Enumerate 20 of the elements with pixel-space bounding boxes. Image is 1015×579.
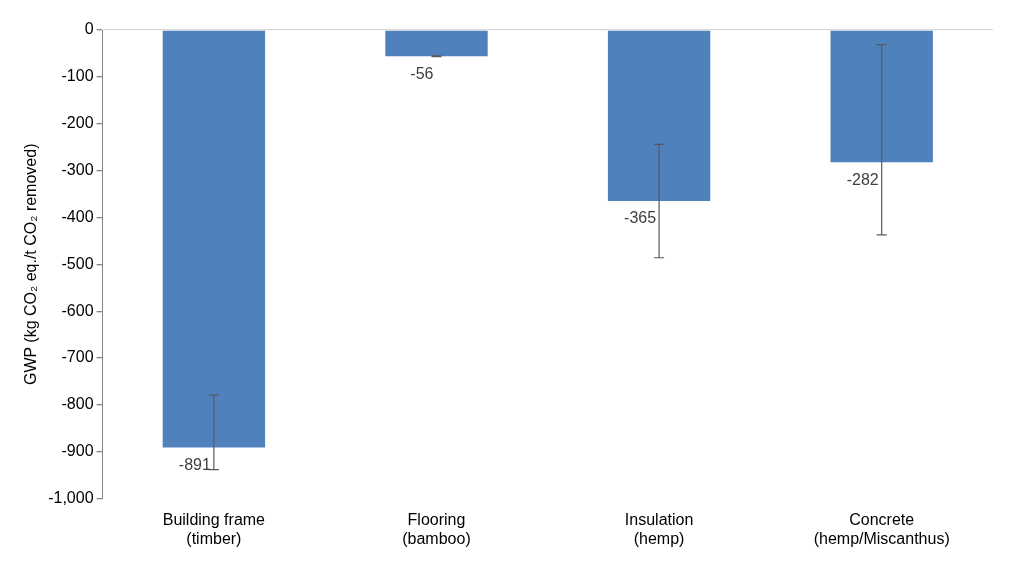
y-tick-label: -500 [61,254,94,272]
y-tick-label: -900 [61,442,94,460]
y-tick-label: -400 [61,207,94,225]
y-tick-label: -600 [61,301,94,319]
x-tick-label: Building frame (timber) [162,510,266,547]
data-label: -56 [410,64,434,82]
data-label: -891 [178,455,211,473]
y-tick-label: -100 [61,67,94,85]
data-label: -365 [624,209,657,227]
y-tick-label: -800 [61,395,94,413]
x-tick-label: Insulation (hemp) [624,510,694,547]
data-label: -282 [846,170,879,188]
y-tick-label: -300 [61,160,94,178]
y-tick-label: -700 [61,348,94,366]
y-tick-label: -1,000 [48,489,94,507]
y-tick-label: -200 [61,114,94,132]
y-axis-title: GWP (kg CO₂ eq./t CO₂ removed) [22,143,40,386]
x-tick-label: Flooring (bamboo) [402,510,471,547]
y-tick-label: 0 [84,20,94,38]
x-tick-label: Concrete (hemp/Miscanthus) [813,510,950,547]
